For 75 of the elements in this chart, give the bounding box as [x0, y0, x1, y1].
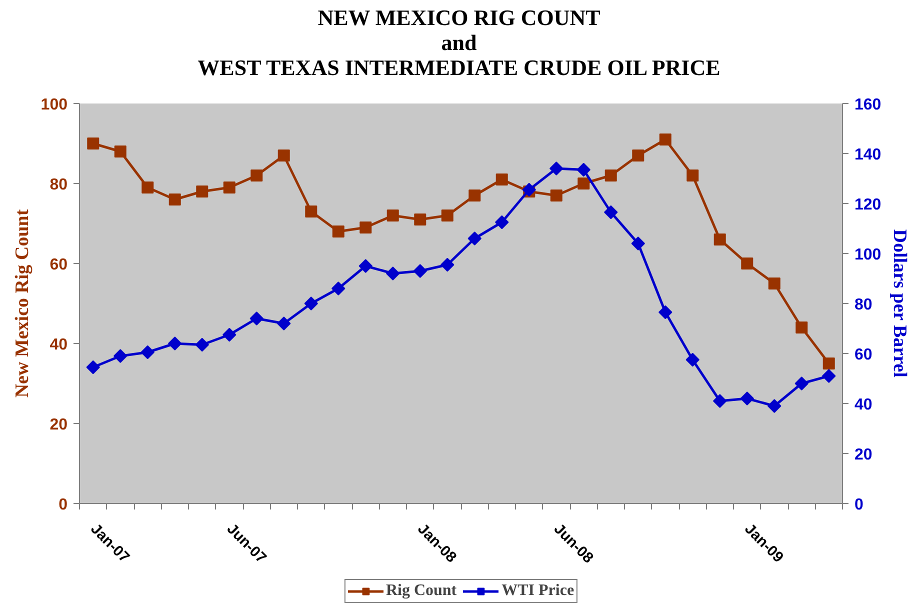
point	[196, 186, 208, 198]
y2-tick-label: 0	[854, 496, 864, 514]
point	[441, 210, 454, 222]
y2-tick-label: 140	[854, 146, 882, 164]
point	[522, 182, 536, 197]
point	[360, 222, 372, 234]
point	[413, 264, 427, 278]
point	[440, 258, 454, 272]
point	[278, 150, 290, 162]
y-axis-title: New Mexico Rig Count	[12, 208, 33, 398]
point	[114, 146, 126, 158]
y-tick-label: 100	[40, 96, 68, 114]
point	[386, 266, 400, 280]
y2-tick-label: 40	[854, 396, 872, 414]
point	[304, 296, 318, 310]
point	[250, 312, 264, 326]
point	[741, 258, 754, 270]
point	[142, 182, 154, 194]
point	[250, 170, 263, 182]
y-tick-label: 80	[50, 176, 68, 194]
point	[168, 336, 182, 350]
point	[86, 360, 100, 374]
point	[495, 215, 509, 230]
legend-label: Rig Count	[386, 582, 457, 600]
point	[632, 150, 644, 162]
y-tick-label: 20	[50, 416, 68, 434]
point	[332, 282, 346, 296]
point	[713, 394, 727, 408]
y2-tick-label: 160	[854, 96, 882, 114]
point	[604, 205, 618, 220]
y2-tick-label: 120	[854, 196, 882, 214]
point	[468, 232, 482, 246]
point	[305, 206, 318, 218]
point	[822, 358, 835, 370]
y2-tick-label: 60	[854, 346, 872, 364]
point	[796, 322, 808, 334]
point	[578, 178, 590, 190]
legend-label: WTI Price	[502, 582, 574, 600]
y2-tick-label: 100	[854, 246, 882, 264]
point	[140, 345, 154, 360]
point	[414, 214, 426, 226]
point	[714, 234, 726, 246]
point	[604, 170, 617, 182]
y2-axis-title: Dollars per Barrel	[889, 229, 910, 378]
point	[195, 338, 209, 352]
point	[550, 162, 564, 176]
point	[386, 210, 399, 222]
point	[277, 316, 291, 330]
point	[631, 236, 645, 250]
point	[768, 399, 782, 413]
point	[468, 190, 481, 202]
point	[550, 190, 562, 202]
point	[686, 170, 699, 182]
point	[794, 376, 808, 390]
point	[358, 259, 372, 273]
y-tick-label: 60	[50, 256, 68, 274]
y-tick-label: 0	[58, 496, 68, 514]
point	[740, 392, 754, 406]
point	[87, 138, 100, 150]
y2-tick-label: 20	[854, 446, 872, 464]
point	[686, 352, 700, 367]
y-tick-label: 40	[50, 336, 68, 354]
point	[223, 182, 236, 194]
point	[496, 174, 508, 186]
y2-tick-label: 80	[854, 296, 872, 314]
point	[658, 305, 672, 320]
point	[222, 328, 236, 342]
point	[576, 162, 590, 177]
point	[168, 194, 181, 206]
point	[768, 278, 780, 290]
point	[822, 369, 836, 383]
point	[332, 226, 344, 238]
point	[114, 349, 128, 363]
point	[659, 134, 672, 146]
chart-title: NEW MEXICO RIG COUNT and WEST TEXAS INTERMEDIATE CRUDE OIL PRICE	[198, 5, 720, 80]
